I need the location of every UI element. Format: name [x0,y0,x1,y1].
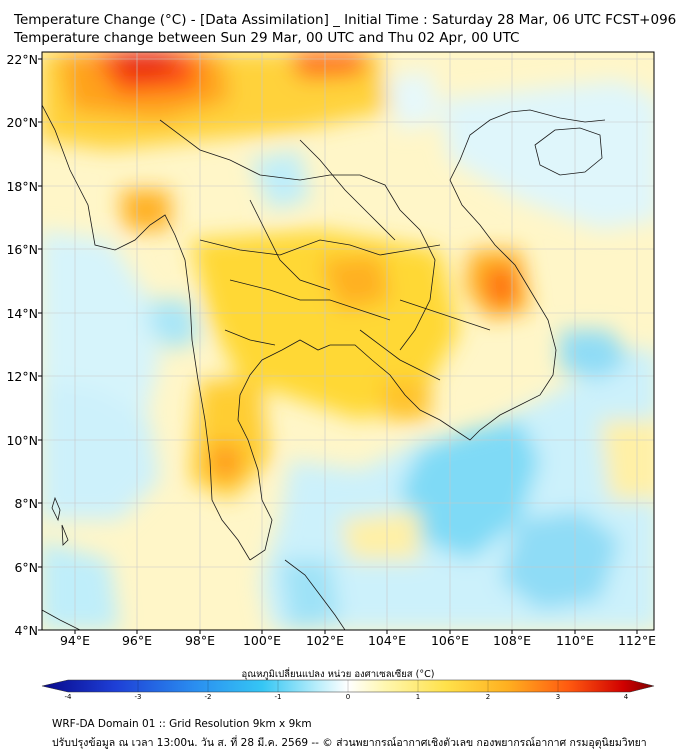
colorbar-tick-neg4: -4 [64,693,72,701]
lon-label-100: 100°E [242,633,281,648]
temperature-field [42,52,654,630]
colorbar-title: อุณหภูมิเปลี่ยนแปลง หน่วย องศาเซลเซียส (… [241,669,435,680]
lon-label-102: 102°E [305,633,344,648]
lon-label-94: 94°E [59,633,91,648]
lon-label-108: 108°E [492,633,531,648]
lat-label-18: 18°N [6,179,38,194]
gridlines [42,52,654,630]
colorbar-tick-neg3: -3 [134,693,142,701]
colorbar-tick-1: 1 [415,693,421,701]
colorbar-tick-4: 4 [623,693,629,701]
lon-label-110: 110°E [555,633,594,648]
colorbar-tick-3: 3 [555,693,561,701]
colorbar-tick-neg1: -1 [274,693,282,701]
chart-title: Temperature Change (°C) - [Data Assimila… [14,12,676,28]
lon-label-104: 104°E [367,633,406,648]
lat-label-6: 6°N [14,560,38,575]
footer-credit: ปรับปรุงข้อมูล ณ เวลา 13:00น. วัน ส. ที่… [52,737,647,749]
colorbar [41,679,655,693]
lon-label-98: 98°E [184,633,216,648]
lat-label-20: 20°N [6,115,38,130]
lat-label-8: 8°N [14,496,38,511]
colorbar-tick-2: 2 [485,693,491,701]
colorbar-tick-neg2: -2 [204,693,212,701]
lat-label-16: 16°N [6,242,38,257]
lon-label-106: 106°E [430,633,469,648]
coastlines [42,104,606,630]
lat-label-22: 22°N [6,52,38,67]
footer-model-info: WRF-DA Domain 01 :: Grid Resolution 9km … [52,718,312,730]
lat-label-12: 12°N [6,369,38,384]
chart-subtitle: Temperature change between Sun 29 Mar, 0… [14,30,520,46]
lat-label-10: 10°N [6,433,38,448]
colorbar-tick-0: 0 [345,693,351,701]
lon-label-112: 112°E [617,633,656,648]
lon-label-96: 96°E [121,633,153,648]
lat-label-4: 4°N [14,623,38,638]
lat-label-14: 14°N [6,306,38,321]
